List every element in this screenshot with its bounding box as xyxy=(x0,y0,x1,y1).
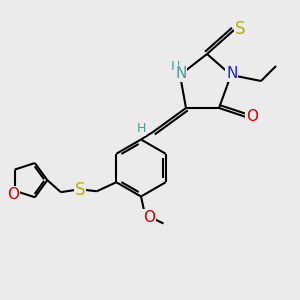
Text: O: O xyxy=(7,187,19,202)
Text: H: H xyxy=(171,60,180,73)
Text: S: S xyxy=(235,20,245,38)
Text: S: S xyxy=(75,181,86,199)
Text: O: O xyxy=(246,109,258,124)
Text: H: H xyxy=(136,122,146,136)
Text: N: N xyxy=(175,66,187,81)
Text: O: O xyxy=(143,210,155,225)
Text: N: N xyxy=(226,66,238,81)
